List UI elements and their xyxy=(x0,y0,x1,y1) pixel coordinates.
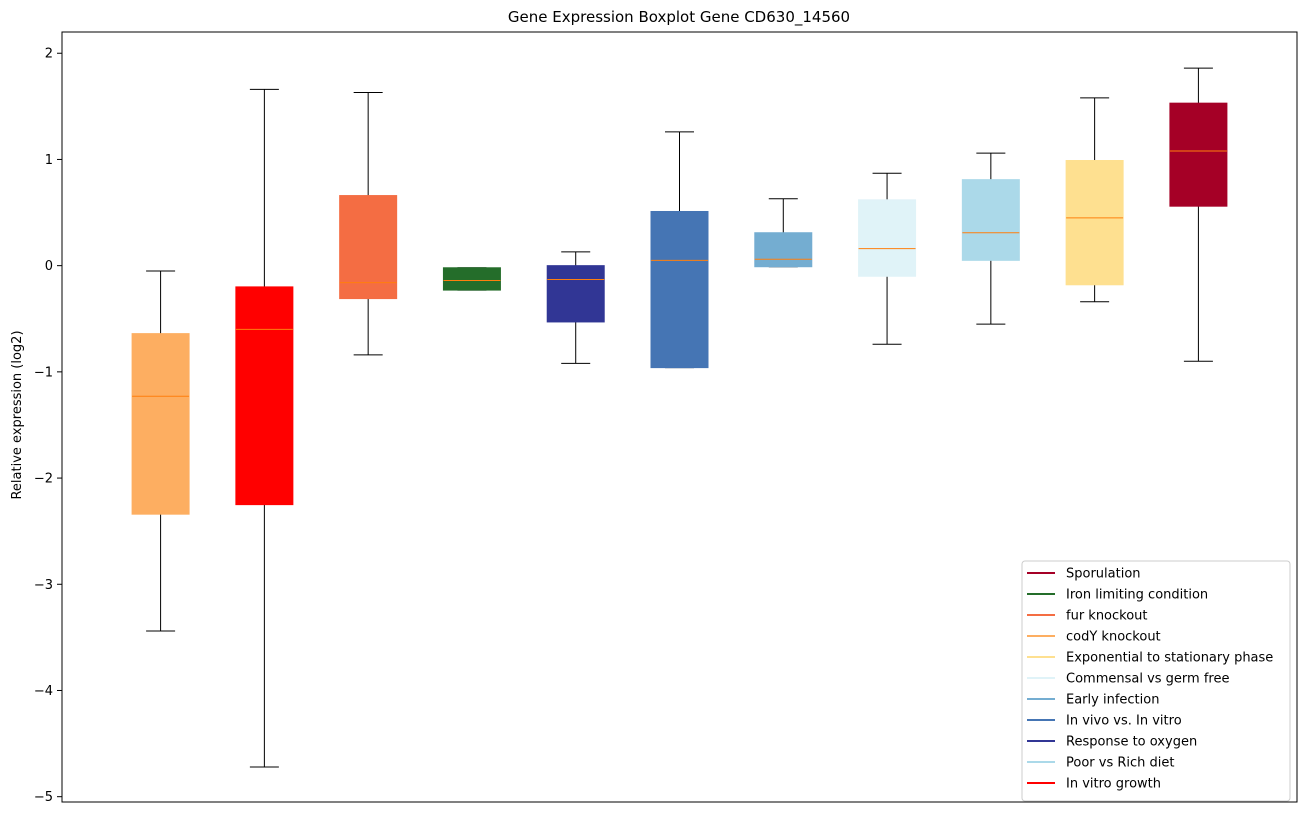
legend-label: Poor vs Rich diet xyxy=(1066,756,1174,771)
box-body xyxy=(650,210,709,369)
y-tick-label: 1 xyxy=(45,153,53,168)
box-cody-knockout xyxy=(131,270,190,632)
plot-area-frame xyxy=(61,31,1298,803)
y-axis-label: Relative expression (log2) xyxy=(10,330,25,499)
box-body xyxy=(339,195,398,300)
box-in-vivo-vs-in-vitro xyxy=(650,131,709,369)
y-tick-label: −2 xyxy=(34,472,53,487)
box-body xyxy=(546,265,605,323)
legend-frame xyxy=(1021,560,1291,802)
box-body xyxy=(961,179,1020,261)
y-axis-ticks: −5 −4 −3 −2 −1 0 1 2 xyxy=(34,47,62,805)
box-poor-vs-rich-diet xyxy=(961,152,1020,325)
box-commensal-vs-germ-free xyxy=(858,172,917,345)
y-tick-label: 0 xyxy=(45,259,53,274)
legend-label: In vivo vs. In vitro xyxy=(1066,714,1182,729)
legend-label: Iron limiting condition xyxy=(1066,588,1208,603)
y-tick-label: −5 xyxy=(34,790,53,805)
legend-label: Exponential to stationary phase xyxy=(1066,651,1273,666)
box-exponential-to-stationary-phase xyxy=(1065,97,1124,303)
box-body xyxy=(1169,102,1228,207)
box-sporulation xyxy=(1169,67,1228,362)
box-body xyxy=(754,232,813,268)
box-fur-knockout xyxy=(339,92,398,356)
y-tick-label: −4 xyxy=(34,684,53,699)
box-in-vitro-growth xyxy=(235,88,294,768)
y-tick-label: 2 xyxy=(45,47,53,62)
legend-label: Commensal vs germ free xyxy=(1066,672,1229,687)
legend: Sporulation Iron limiting condition fur kn… xyxy=(1021,560,1291,802)
y-tick-label: −3 xyxy=(34,578,53,593)
legend-label: codY knockout xyxy=(1066,630,1161,645)
chart-title: Gene Expression Boxplot Gene CD630_14560 xyxy=(508,8,850,27)
box-body xyxy=(858,199,917,277)
legend-label: Sporulation xyxy=(1066,567,1141,582)
boxes-group xyxy=(131,67,1228,768)
box-response-to-oxygen xyxy=(546,251,605,364)
box-early-infection xyxy=(754,198,813,268)
legend-label: In vitro growth xyxy=(1066,777,1161,792)
legend-label: Response to oxygen xyxy=(1066,735,1197,750)
box-body xyxy=(1065,160,1124,286)
box-iron-limiting-condition xyxy=(442,267,501,291)
legend-label: fur knockout xyxy=(1066,609,1148,624)
y-tick-label: −1 xyxy=(34,365,53,380)
legend-label: Early infection xyxy=(1066,693,1159,708)
box-body xyxy=(131,333,190,515)
box-body xyxy=(442,267,501,291)
box-body xyxy=(235,286,294,506)
